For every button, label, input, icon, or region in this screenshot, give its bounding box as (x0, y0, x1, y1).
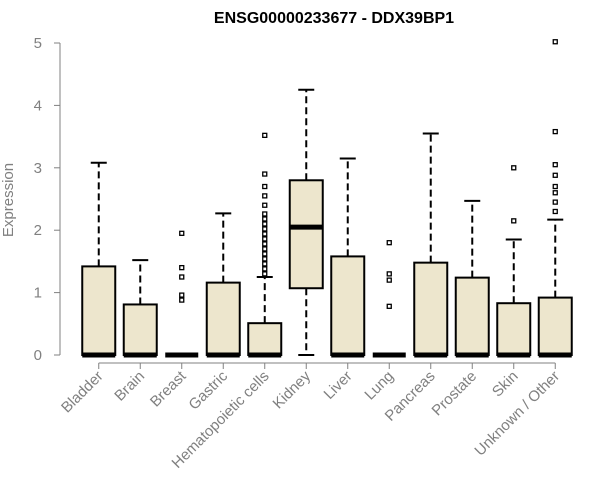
outlier-point (262, 193, 268, 199)
x-tick-label: Breast (147, 367, 190, 410)
outlier-point (262, 183, 268, 190)
outlier-point (262, 216, 268, 222)
outlier-point (262, 236, 268, 242)
iqr-box (454, 276, 490, 356)
x-tick-label: Skin (489, 368, 522, 401)
outlier-point (552, 183, 558, 190)
outlier-point (552, 199, 558, 205)
box-breast (165, 230, 199, 358)
iqr-box (247, 322, 283, 356)
outlier-point (262, 132, 268, 139)
box-brain (122, 259, 158, 358)
outlier-point (262, 246, 268, 252)
box-lung (372, 240, 406, 358)
chart-title: ENSG00000233677 - DDX39BP1 (214, 10, 454, 27)
box-series (81, 39, 573, 358)
outlier-point (552, 208, 558, 215)
x-tick-label: Liver (321, 368, 356, 403)
y-tick-label: 3 (34, 160, 42, 177)
outlier-point (262, 171, 268, 177)
y-tick-label: 2 (34, 222, 42, 239)
outlier-point (386, 271, 392, 277)
iqr-box (205, 281, 241, 356)
outlier-point (262, 271, 268, 277)
iqr-box (81, 265, 117, 356)
box-skin (496, 165, 532, 358)
outlier-point (262, 241, 268, 247)
outlier-point (179, 274, 185, 280)
outlier-point (262, 261, 268, 267)
outlier-point (179, 297, 185, 303)
box-bladder (81, 161, 117, 358)
outlier-point (179, 292, 185, 298)
outlier-point (262, 251, 268, 257)
y-axis: 0 1 2 3 4 5 (34, 35, 61, 364)
box-gastric (205, 212, 241, 358)
iqr-box (288, 179, 324, 290)
outlier-point (552, 190, 558, 196)
outlier-point (179, 264, 185, 271)
outlier-point (552, 162, 558, 168)
iqr-box (122, 303, 158, 356)
x-tick-label: Brain (111, 368, 148, 405)
outlier-point (262, 221, 268, 227)
box-pancreas (413, 132, 449, 358)
box-kidney (288, 88, 324, 356)
outlier-point (179, 230, 185, 236)
box-liver (330, 157, 366, 358)
outlier-point (262, 211, 268, 217)
iqr-box (537, 296, 573, 357)
outlier-point (262, 231, 268, 237)
y-axis-title: Expression (0, 163, 17, 237)
iqr-box (413, 261, 449, 357)
x-tick-label: Kidney (270, 367, 315, 412)
y-tick-label: 1 (34, 285, 42, 302)
iqr-box (330, 255, 366, 356)
box-hematopoietic-cells (247, 132, 283, 358)
outlier-point (262, 256, 268, 262)
outlier-point (511, 218, 517, 224)
box-unknown-other (537, 39, 573, 358)
box-prostate (454, 199, 490, 358)
outlier-point (386, 303, 392, 309)
y-tick-label: 5 (34, 35, 42, 52)
outlier-point (386, 277, 392, 283)
outlier-point (262, 266, 268, 272)
outlier-point (511, 165, 517, 171)
y-tick-label: 4 (34, 97, 42, 114)
iqr-box (496, 302, 532, 357)
outlier-point (386, 240, 392, 246)
outlier-point (262, 202, 268, 208)
outlier-point (552, 39, 558, 45)
outlier-point (262, 226, 268, 232)
x-tick-label: Bladder (58, 368, 107, 417)
x-tick-label: Lung (361, 368, 397, 404)
outlier-point (552, 172, 558, 178)
outlier-point (552, 128, 558, 135)
x-tick-label: Prostate (429, 368, 481, 420)
y-tick-label: 0 (34, 347, 42, 364)
